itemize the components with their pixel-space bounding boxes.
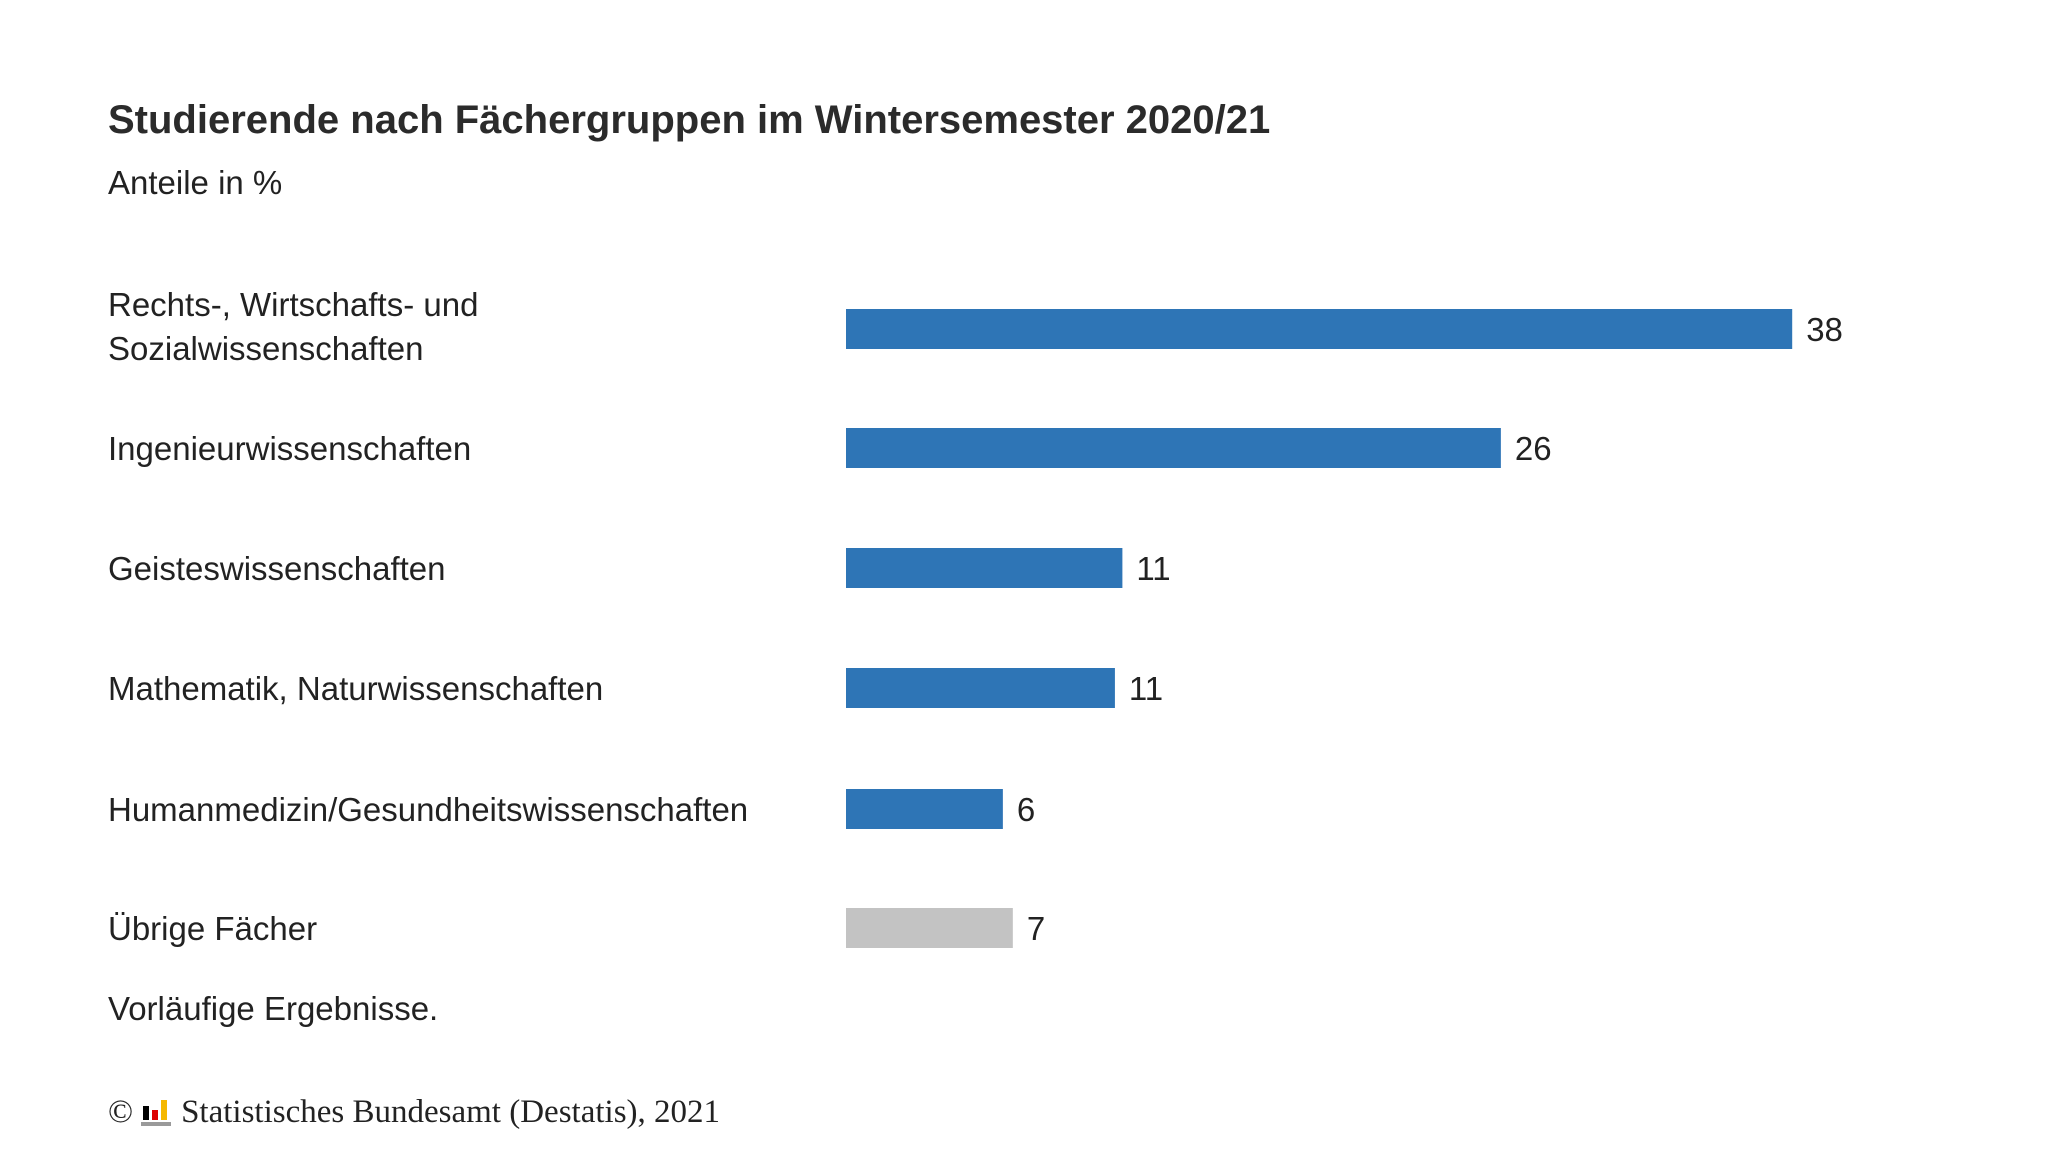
data-label: 26 (1515, 430, 1552, 467)
bar (846, 309, 1793, 349)
category-label: Rechts-, Wirtschafts- und Sozialwissensch… (108, 286, 478, 367)
source-footer: © Statistisches Bundesamt (Destatis), 20… (108, 1092, 720, 1132)
bar (846, 548, 1123, 588)
category-label: Übrige Fächer (108, 910, 317, 947)
data-label: 11 (1129, 670, 1163, 707)
chart-note: Vorläufige Ergebnisse. (108, 990, 439, 1027)
data-label: 6 (1017, 791, 1035, 828)
category-label: Ingenieurwissenschaften (108, 430, 471, 467)
bar (846, 668, 1115, 708)
category-label: Humanmedizin/Gesundheitswissenschaften (108, 791, 748, 828)
bar (846, 908, 1013, 948)
bar (846, 789, 1003, 829)
category-label: Mathematik, Naturwissenschaften (108, 670, 603, 707)
category-label: Geisteswissenschaften (108, 550, 446, 587)
data-label: 38 (1806, 311, 1843, 348)
chart-subtitle: Anteile in % (108, 164, 283, 201)
chart-title: Studierende nach Fächergruppen im Winter… (108, 98, 1271, 142)
source-text: Statistisches Bundesamt (Destatis), 2021 (181, 1093, 721, 1130)
data-label: 7 (1027, 910, 1045, 947)
destatis-logo-icon (141, 1098, 172, 1126)
data-label: 11 (1136, 550, 1170, 587)
copyright-symbol: © (108, 1093, 134, 1130)
bar (846, 428, 1501, 468)
